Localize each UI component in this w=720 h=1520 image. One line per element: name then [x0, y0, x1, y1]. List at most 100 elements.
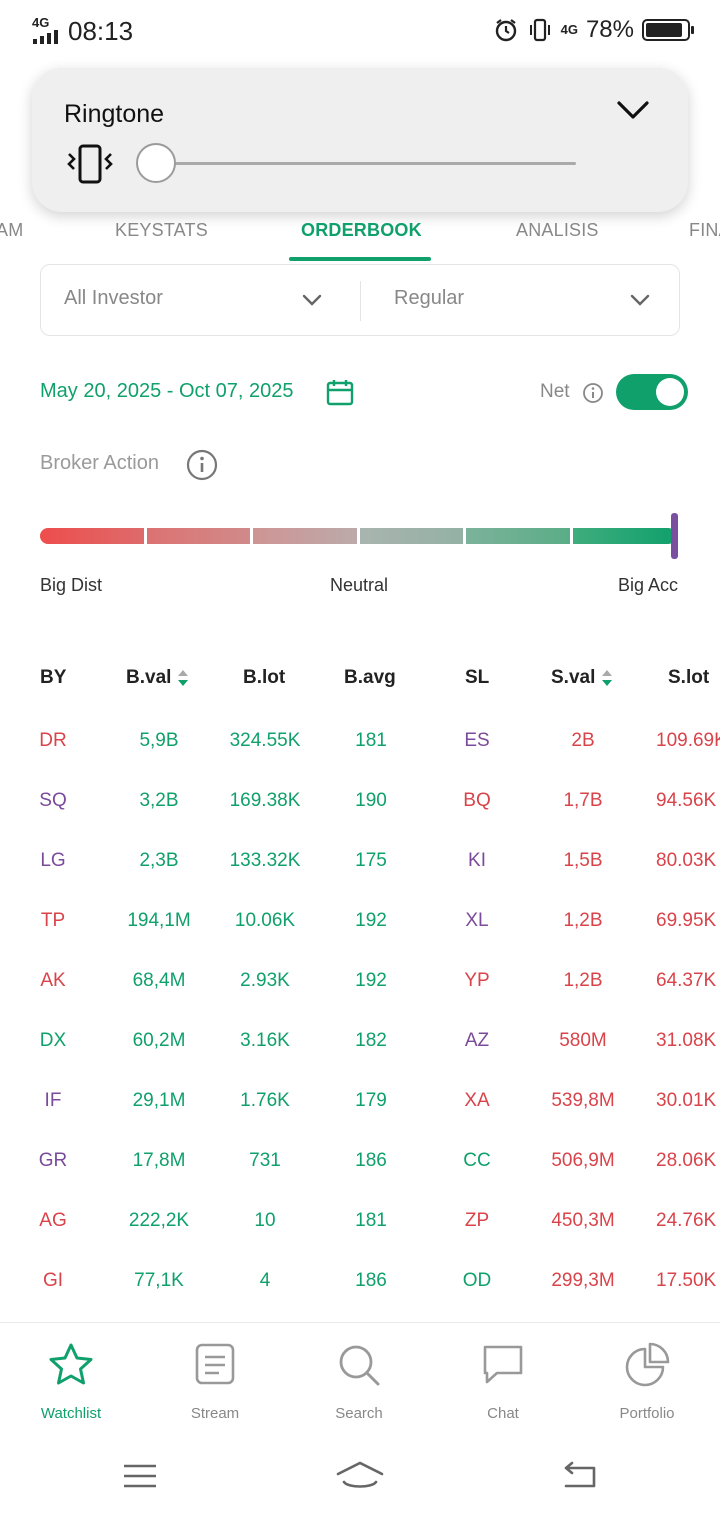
cell-bavg: 192: [355, 910, 387, 931]
cell-bavg: 190: [355, 790, 387, 811]
calendar-icon[interactable]: [326, 378, 354, 406]
cell-blot: 10: [254, 1210, 276, 1231]
tab-keystats[interactable]: KEYSTATS: [115, 220, 208, 240]
header-sval-label: S.val: [551, 667, 596, 688]
vibrate-mode-icon[interactable]: [66, 142, 114, 186]
cell-blot: 3.16K: [240, 1030, 290, 1051]
volume-panel: Ringtone: [32, 68, 688, 212]
cell-bval: 60,2M: [132, 1030, 186, 1051]
broker-action-gauge: [40, 528, 676, 544]
date-range[interactable]: May 20, 2025 - Oct 07, 2025: [40, 380, 294, 402]
chevron-down-icon[interactable]: [616, 100, 650, 122]
cell-sl[interactable]: YP: [464, 970, 490, 991]
cell-by[interactable]: DX: [39, 1030, 67, 1051]
pie-chart-icon: [625, 1342, 670, 1387]
cell-by[interactable]: AG: [39, 1210, 67, 1231]
star-icon: [49, 1343, 93, 1385]
cell-sval: 506,9M: [551, 1150, 615, 1171]
cell-bavg: 179: [355, 1090, 387, 1111]
cell-sl[interactable]: KI: [468, 850, 486, 871]
cell-sl[interactable]: OD: [462, 1270, 492, 1291]
cell-sl[interactable]: CC: [463, 1150, 491, 1171]
cell-by[interactable]: SQ: [39, 790, 67, 811]
volume-slider-track[interactable]: [158, 162, 576, 165]
info-icon[interactable]: [582, 382, 604, 404]
cell-slot: 64.37K: [656, 970, 717, 991]
header-by[interactable]: BY: [40, 667, 67, 688]
cell-bval: 29,1M: [132, 1090, 186, 1111]
cell-sl[interactable]: ES: [464, 730, 490, 751]
cell-by[interactable]: GR: [38, 1150, 68, 1171]
net-label: Net: [540, 381, 570, 402]
nav-portfolio[interactable]: Portfolio: [592, 1341, 702, 1422]
chevron-down-icon[interactable]: [302, 293, 322, 307]
sort-icon[interactable]: [177, 669, 189, 687]
gauge-segment: [359, 528, 463, 544]
cell-bval: 194,1M: [127, 910, 191, 931]
tab-analisis[interactable]: ANALISIS: [516, 220, 599, 240]
cell-blot: 324.55K: [229, 730, 301, 751]
nav-search[interactable]: Search: [304, 1341, 414, 1422]
home-icon[interactable]: [336, 1460, 384, 1492]
cell-by[interactable]: TP: [40, 910, 66, 931]
cell-by[interactable]: IF: [44, 1090, 62, 1111]
cell-by[interactable]: LG: [40, 850, 66, 871]
gauge-label-left: Big Dist: [40, 575, 103, 595]
cell-sval: 1,7B: [563, 790, 603, 811]
cell-sl[interactable]: XL: [465, 910, 489, 931]
cell-bval: 17,8M: [132, 1150, 186, 1171]
header-blot[interactable]: B.lot: [243, 667, 286, 688]
cell-bavg: 186: [355, 1270, 387, 1291]
nav-label: Portfolio: [619, 1405, 675, 1422]
cell-sl[interactable]: XA: [464, 1090, 490, 1111]
header-sval[interactable]: S.val: [551, 667, 613, 689]
sort-icon[interactable]: [601, 669, 613, 687]
cell-bval: 222,2K: [128, 1210, 190, 1231]
network-type: 4G: [32, 15, 50, 30]
cell-sval: 1,2B: [563, 970, 603, 991]
header-sl[interactable]: SL: [465, 667, 490, 688]
cell-slot: 69.95K: [656, 910, 717, 931]
cell-sl[interactable]: ZP: [464, 1210, 490, 1231]
cell-slot: 28.06K: [656, 1150, 717, 1171]
chat-icon: [483, 1345, 523, 1384]
cell-bavg: 181: [355, 1210, 387, 1231]
cell-by[interactable]: AK: [40, 970, 66, 991]
chevron-down-icon[interactable]: [630, 293, 650, 307]
back-icon[interactable]: [560, 1460, 600, 1492]
signal-icon: [33, 30, 58, 44]
tab-am[interactable]: AM: [0, 220, 24, 240]
header-bval[interactable]: B.val: [126, 667, 189, 689]
net-toggle[interactable]: [616, 374, 688, 410]
filter-divider: [360, 281, 361, 321]
cell-sl[interactable]: BQ: [463, 790, 491, 811]
cell-sval: 580M: [559, 1030, 607, 1051]
nav-chat[interactable]: Chat: [448, 1341, 558, 1422]
cell-by[interactable]: GI: [42, 1270, 64, 1291]
volume-title: Ringtone: [64, 100, 165, 128]
tab-orderbook[interactable]: ORDERBOOK: [301, 220, 422, 240]
volume-slider-thumb[interactable]: [136, 143, 176, 183]
nav-label: Chat: [487, 1405, 519, 1422]
market-select[interactable]: Regular: [394, 287, 465, 309]
header-bval-label: B.val: [126, 667, 172, 688]
cell-bval: 68,4M: [132, 970, 186, 991]
nav-stream[interactable]: Stream: [160, 1341, 270, 1422]
broker-action-label: Broker Action: [40, 452, 159, 474]
cell-sval: 2B: [571, 730, 595, 751]
cell-slot: 109.69K: [656, 730, 720, 751]
cell-by[interactable]: DR: [39, 730, 67, 751]
nav-label: Watchlist: [40, 1405, 102, 1422]
cell-sval: 1,2B: [563, 910, 603, 931]
info-icon[interactable]: [186, 449, 218, 481]
investor-select[interactable]: All Investor: [64, 287, 163, 309]
menu-icon[interactable]: [120, 1460, 160, 1492]
nav-label: Stream: [190, 1405, 240, 1422]
cell-sl[interactable]: AZ: [464, 1030, 490, 1051]
header-slot[interactable]: S.lot: [668, 667, 710, 688]
nav-watchlist[interactable]: Watchlist: [16, 1341, 126, 1422]
cell-slot: 30.01K: [656, 1090, 717, 1111]
header-bavg[interactable]: B.avg: [344, 667, 396, 688]
